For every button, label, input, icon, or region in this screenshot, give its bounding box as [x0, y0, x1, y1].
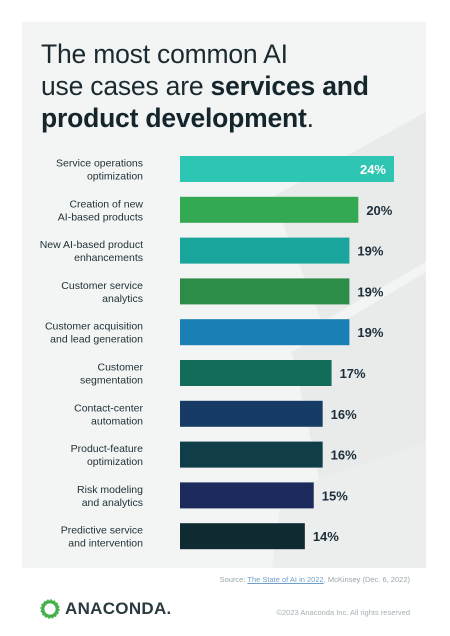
bar-1 [180, 196, 359, 223]
value-label-3: 19% [357, 284, 383, 299]
category-label-5: Customer segmentation [80, 362, 144, 387]
value-label-4: 19% [357, 325, 383, 340]
bar-0 [180, 156, 394, 182]
bar-2 [180, 237, 350, 264]
value-label-1: 20% [366, 203, 392, 218]
title-line-2-plain: use cases are [41, 71, 211, 101]
anaconda-logo[interactable]: ANACONDA. [40, 598, 172, 620]
title-line-1: The most common AI [41, 39, 288, 69]
bar-5 [180, 360, 332, 386]
category-label-6: Contact-center automation [74, 402, 143, 427]
category-label-2: New AI-based product enhancements [40, 239, 143, 264]
title-line-2-bold: services and [210, 71, 369, 101]
anaconda-ring-logo-icon [40, 599, 60, 619]
value-label-0: 24% [360, 162, 386, 177]
value-label-2: 19% [357, 244, 383, 259]
category-label-9: Predictive service and intervention [61, 525, 143, 550]
source-suffix: , McKinsey (Dec. 6, 2022) [323, 575, 410, 584]
bar-6 [180, 400, 323, 427]
source-link[interactable]: The State of AI in 2022 [247, 575, 324, 584]
value-label-8: 15% [322, 488, 348, 503]
infographic-card: The most common AI use cases are service… [22, 22, 426, 568]
bar-chart: Service operations optimization 24% Creatio… [40, 156, 394, 550]
source-prefix: Source: [219, 575, 248, 584]
value-label-7: 16% [331, 448, 357, 463]
bar-3 [180, 278, 350, 305]
title-line-2: use cases are services and [41, 70, 411, 102]
anaconda-logo-text: ANACONDA. [65, 599, 172, 618]
category-label-4: Customer acquisition and lead generation [45, 321, 143, 346]
bar-8 [180, 482, 314, 509]
value-label-9: 14% [313, 529, 339, 544]
bar-4 [180, 319, 350, 346]
category-label-8: Risk modeling and analytics [77, 484, 143, 509]
title-line-3-bold: product development [41, 103, 307, 133]
copyright-text: ©2023 Anaconda Inc. All rights reserved [276, 608, 410, 617]
source-note: Source: The State of AI in 2022, McKinse… [0, 575, 410, 584]
value-label-6: 16% [331, 407, 357, 422]
value-label-5: 17% [340, 366, 366, 381]
category-label-0: Service operations optimization [56, 158, 143, 183]
title-line-3-end: . [306, 103, 314, 133]
category-label-1: Creation of new AI-based products [58, 198, 144, 223]
chart-title: The most common AI use cases are service… [41, 38, 411, 134]
category-label-7: Product-feature optimization [71, 443, 144, 468]
bar-7 [180, 441, 323, 468]
category-label-3: Customer service analytics [61, 280, 143, 305]
bar-9 [180, 523, 305, 550]
title-line-3: product development. [41, 102, 411, 134]
